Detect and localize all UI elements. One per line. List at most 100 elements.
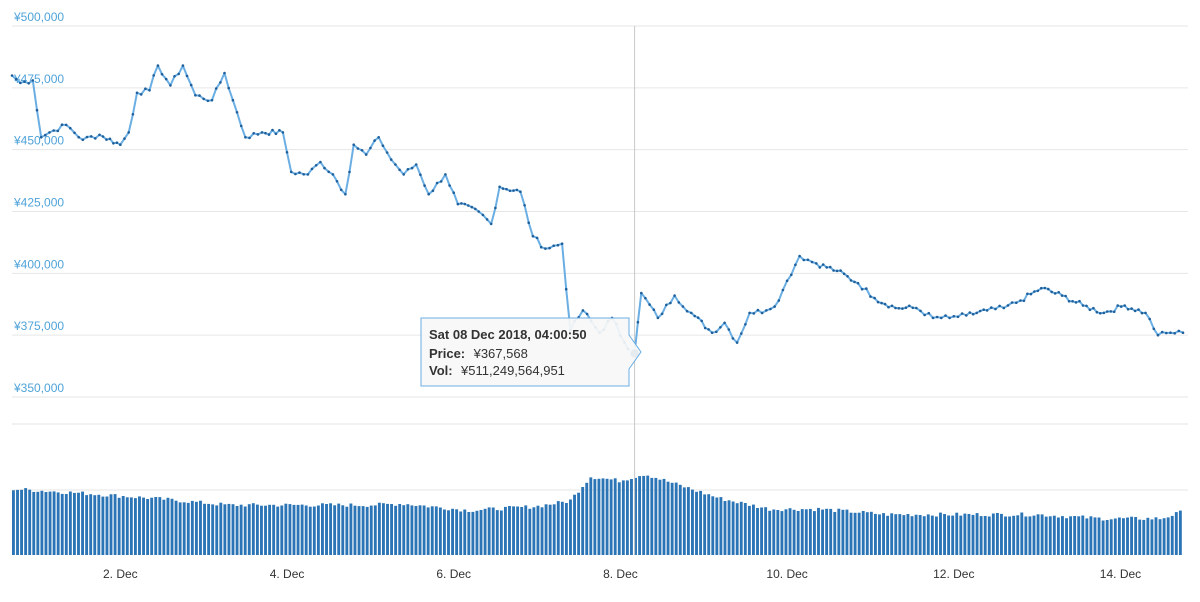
price-point: [206, 99, 210, 103]
price-point: [640, 291, 643, 295]
price-point: [998, 304, 1001, 308]
volume-bar: [630, 479, 633, 555]
volume-bar: [703, 494, 707, 555]
volume-bar: [865, 512, 869, 555]
price-point: [744, 323, 747, 326]
price-point: [1026, 292, 1029, 296]
volume-bar: [357, 506, 361, 555]
volume-bar: [260, 505, 263, 555]
price-point: [1019, 299, 1022, 302]
volume-bar: [20, 489, 23, 555]
volume-bar: [654, 477, 658, 555]
volume-bar: [1097, 517, 1101, 555]
price-tick-label: ¥450,000: [13, 134, 64, 148]
price-series-markers: [10, 64, 1185, 355]
price-point: [978, 309, 982, 313]
price-point: [214, 87, 218, 90]
price-point: [523, 204, 526, 207]
volume-bar: [658, 479, 662, 555]
price-point: [735, 341, 739, 344]
price-point: [94, 137, 97, 140]
price-point: [681, 305, 685, 308]
price-point: [227, 86, 230, 90]
price-point: [1040, 286, 1043, 290]
price-point: [35, 108, 39, 112]
tooltip-title: Sat 08 Dec 2018, 04:00:50: [429, 327, 587, 342]
price-point: [1095, 310, 1099, 314]
price-point: [352, 143, 356, 146]
volume-bar: [723, 501, 727, 555]
volume-bar: [422, 505, 426, 555]
price-point: [244, 136, 247, 139]
volume-bar: [77, 492, 80, 555]
volume-bar: [516, 506, 520, 555]
price-tick-label: ¥350,000: [13, 381, 64, 395]
volume-bar: [194, 501, 198, 555]
volume-bar: [634, 477, 637, 555]
price-point: [498, 185, 501, 189]
price-point: [975, 311, 978, 315]
volume-bar: [674, 482, 678, 555]
volume-bar: [1105, 520, 1109, 555]
price-point: [727, 328, 731, 331]
price-point: [883, 302, 887, 306]
volume-bar: [1056, 517, 1060, 555]
price-point: [323, 166, 326, 170]
price-point: [160, 72, 164, 76]
volume-bar: [1166, 517, 1170, 555]
price-point: [256, 133, 260, 136]
price-point: [703, 326, 707, 330]
price-point: [427, 192, 431, 196]
volume-bar: [162, 499, 166, 555]
price-point: [1033, 290, 1036, 293]
price-point: [785, 279, 789, 283]
volume-bar: [926, 514, 930, 555]
price-point: [904, 306, 908, 310]
volume-bar: [255, 504, 259, 555]
price-point: [710, 331, 714, 335]
price-point: [1022, 299, 1026, 303]
volume-bar: [605, 478, 609, 555]
volume-bar: [231, 504, 235, 555]
price-point: [927, 311, 931, 315]
price-point: [1156, 333, 1160, 337]
price-point: [470, 205, 474, 209]
volume-bar: [190, 500, 194, 555]
volume-bar: [1154, 517, 1158, 555]
volume-bar: [72, 492, 76, 555]
price-point: [1053, 292, 1057, 295]
price-point: [581, 309, 585, 312]
price-point: [723, 321, 726, 325]
price-point: [139, 93, 143, 96]
price-point: [818, 266, 822, 269]
volume-bar: [479, 510, 483, 555]
price-point: [968, 311, 972, 314]
volume-bar: [609, 479, 613, 555]
price-point: [31, 79, 35, 82]
volume-bar: [24, 488, 28, 555]
volume-bar: [878, 514, 881, 555]
volume-bar: [1130, 516, 1134, 555]
price-point: [911, 306, 915, 310]
volume-bar: [402, 505, 406, 555]
price-point: [1130, 307, 1133, 310]
volume-bar: [1032, 515, 1036, 555]
volume-bar: [1036, 514, 1040, 555]
volume-bar: [1048, 516, 1052, 555]
price-point: [960, 312, 964, 315]
volume-bar: [1158, 519, 1162, 555]
price-point: [1160, 330, 1164, 334]
price-point: [648, 303, 651, 306]
volume-bar: [345, 506, 349, 555]
price-point: [485, 218, 489, 221]
volume-bar: [678, 484, 682, 555]
price-point: [665, 303, 668, 307]
price-point: [1169, 331, 1172, 335]
price-point: [585, 312, 589, 316]
price-point: [194, 94, 197, 97]
price-point: [1102, 311, 1106, 315]
price-point: [267, 133, 271, 136]
price-point: [1123, 304, 1126, 307]
volume-bar: [85, 495, 89, 555]
price-point: [846, 275, 849, 278]
